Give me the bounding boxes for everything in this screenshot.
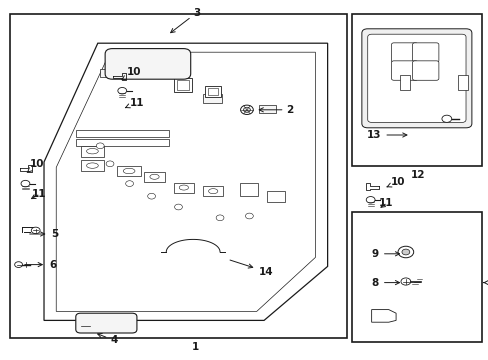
- Bar: [76, 139, 168, 146]
- Text: 10: 10: [122, 67, 142, 80]
- Text: 13: 13: [366, 130, 406, 140]
- Ellipse shape: [208, 189, 217, 194]
- Text: 4: 4: [98, 333, 117, 345]
- FancyBboxPatch shape: [361, 29, 471, 128]
- Bar: [399, 75, 409, 90]
- Circle shape: [174, 204, 182, 210]
- Circle shape: [243, 107, 250, 112]
- Bar: [176, 80, 189, 90]
- Circle shape: [15, 262, 22, 267]
- Text: 3: 3: [170, 8, 200, 33]
- Circle shape: [240, 105, 253, 114]
- FancyBboxPatch shape: [390, 43, 417, 62]
- FancyBboxPatch shape: [105, 49, 190, 79]
- Circle shape: [397, 246, 413, 258]
- Bar: [259, 105, 276, 113]
- Circle shape: [106, 161, 114, 167]
- Circle shape: [31, 227, 40, 234]
- Bar: [173, 183, 194, 193]
- Text: 11: 11: [378, 198, 393, 208]
- FancyBboxPatch shape: [390, 61, 417, 80]
- Bar: [239, 183, 258, 196]
- Bar: [117, 166, 141, 176]
- Circle shape: [125, 181, 133, 186]
- Text: 10: 10: [27, 159, 44, 172]
- Circle shape: [21, 180, 30, 187]
- Text: 12: 12: [410, 170, 425, 180]
- Ellipse shape: [179, 185, 188, 190]
- Text: 14: 14: [229, 260, 273, 277]
- Text: 11: 11: [125, 98, 144, 108]
- FancyBboxPatch shape: [412, 43, 438, 62]
- Bar: [203, 94, 222, 103]
- Text: 7: 7: [487, 278, 488, 288]
- FancyBboxPatch shape: [367, 34, 465, 122]
- Bar: [351, 212, 481, 342]
- Bar: [351, 14, 481, 166]
- Circle shape: [245, 213, 253, 219]
- Bar: [208, 88, 218, 95]
- Circle shape: [118, 87, 126, 94]
- Bar: [81, 160, 104, 171]
- Circle shape: [400, 278, 410, 285]
- Ellipse shape: [86, 149, 98, 154]
- Ellipse shape: [150, 174, 159, 179]
- Bar: [173, 78, 192, 92]
- Ellipse shape: [86, 163, 98, 168]
- Text: 8: 8: [371, 278, 399, 288]
- Circle shape: [96, 143, 104, 149]
- Bar: [10, 14, 346, 338]
- Text: 1: 1: [192, 342, 199, 352]
- Bar: [144, 172, 164, 182]
- Bar: [266, 191, 285, 202]
- Text: 5: 5: [30, 229, 59, 239]
- FancyBboxPatch shape: [76, 313, 137, 333]
- Text: 6: 6: [25, 260, 56, 270]
- Ellipse shape: [123, 168, 135, 174]
- Circle shape: [366, 197, 374, 203]
- Circle shape: [401, 249, 409, 255]
- Text: 10: 10: [386, 177, 405, 187]
- Text: 9: 9: [371, 249, 399, 259]
- Bar: [76, 130, 168, 137]
- Bar: [203, 186, 223, 196]
- Circle shape: [147, 193, 155, 199]
- Circle shape: [216, 215, 224, 221]
- Circle shape: [441, 115, 451, 122]
- Bar: [205, 86, 221, 97]
- Text: 2: 2: [259, 105, 293, 115]
- Bar: [100, 69, 122, 77]
- Bar: [81, 146, 104, 157]
- Text: 11: 11: [31, 189, 46, 199]
- FancyBboxPatch shape: [412, 61, 438, 80]
- Bar: [458, 75, 468, 90]
